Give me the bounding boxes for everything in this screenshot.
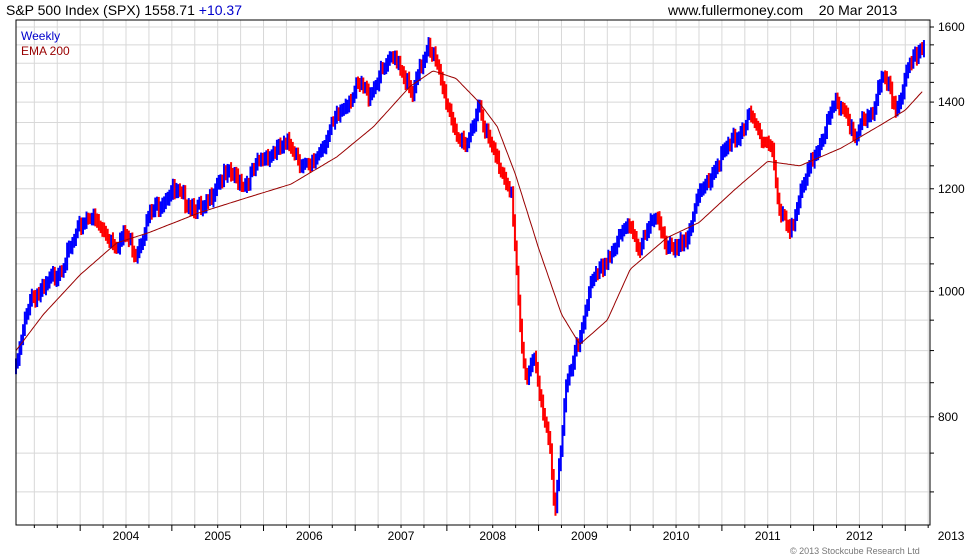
grid [16,20,930,525]
x-tick-label: 2009 [571,529,598,543]
x-tick-label: 2007 [388,529,415,543]
x-tick-label: 2011 [755,529,781,543]
x-tick-label: 2008 [479,529,506,543]
x-tick-label: 2012 [846,529,873,543]
y-tick-label: 800 [938,410,958,424]
legend-ema-200: EMA 200 [21,44,70,58]
x-tick-label: 2004 [113,529,140,543]
plot-frame [15,19,931,526]
y-tick-label: 1000 [938,284,965,298]
header-source-date: www.fullermoney.com 20 Mar 2013 [668,2,897,18]
y-tick-label: 1600 [938,20,965,34]
date-label: 20 Mar 2013 [818,2,898,18]
x-tick-label: 2010 [663,529,690,543]
title-text: S&P 500 Index (SPX) 1558.71 [6,2,195,18]
ema-200-line [15,70,923,351]
y-axis: 800 1000 1200 1400 1600 [930,20,965,493]
weekly-series [15,37,925,516]
source-link[interactable]: www.fullermoney.com [668,2,804,18]
x-tick-label: 2005 [204,529,231,543]
y-tick-label: 1200 [938,182,965,196]
change-value: +10.37 [198,2,242,18]
y-tick-label: 1400 [938,95,965,109]
x-tick-label: 2013 [938,529,965,543]
chart-title: S&P 500 Index (SPX) 1558.71 +10.37 [6,2,242,18]
x-tick-label: 2006 [296,529,323,543]
copyright-text: © 2013 Stockcube Research Ltd [790,546,920,556]
x-axis: 2004 2005 2006 2007 2008 2009 2010 2011 2012 2013 [33,525,965,543]
legend-weekly: Weekly [21,29,61,43]
